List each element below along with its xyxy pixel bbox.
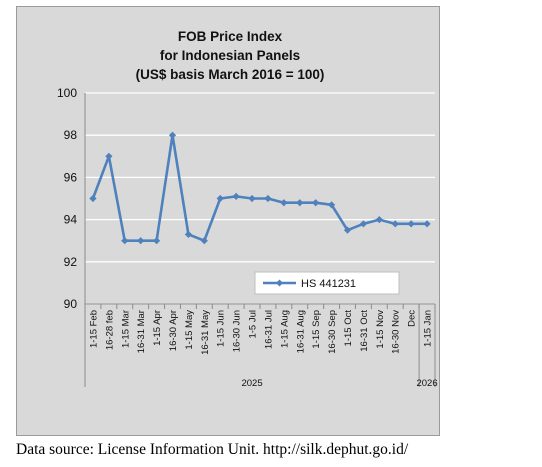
x-tick-label: 1-15 Mar [120, 310, 131, 348]
legend: HS 441231 [254, 271, 400, 295]
y-axis-tick-labels: 90 92 94 96 98 100 [57, 86, 77, 311]
year-label: 2025 [241, 378, 262, 389]
data-point [264, 194, 272, 203]
legend-box [254, 271, 400, 295]
data-point [168, 131, 177, 139]
year-label: 2026 [416, 378, 437, 389]
data-point [137, 237, 145, 245]
x-tick-label: 16-28 feb [104, 310, 115, 350]
x-axis-year-labels: 2025 2026 [241, 378, 437, 389]
y-tick-label: 94 [64, 213, 78, 227]
chart-title-line-2: for Indonesian Panels [160, 48, 300, 63]
data-point [152, 237, 161, 245]
x-tick-label: 1-15 Oct [343, 310, 354, 347]
data-point [184, 230, 193, 238]
data-point [105, 152, 113, 160]
data-point [248, 194, 256, 203]
x-tick-label: 16-30 Jun [232, 310, 243, 352]
x-tick-label: 1-15 Feb [88, 310, 99, 348]
data-point [327, 201, 336, 209]
x-tick-label: 1-15 Apr [152, 310, 163, 346]
chart-title-line-1: FOB Price Index [178, 29, 283, 44]
data-point [375, 216, 383, 224]
x-tick-label: 1-15 Jun [216, 310, 227, 347]
x-tick-label: 16-31 Mar [136, 310, 147, 353]
x-tick-label: Dec [407, 310, 418, 327]
data-source-note: Data source: License Information Unit. h… [16, 441, 409, 458]
data-point [343, 226, 352, 234]
x-axis-tick-labels: 1-15 Feb 16-28 feb 1-15 Mar 16-31 Mar 1-15 A… [88, 310, 433, 355]
data-point [296, 199, 304, 207]
axes [84, 93, 436, 387]
legend-label: HS 441231 [301, 278, 356, 290]
y-tick-label: 96 [64, 170, 78, 184]
data-point [312, 199, 320, 207]
x-tick-label: 1-15 May [184, 310, 195, 350]
x-tick-label: 1-5 Jul [248, 310, 259, 339]
chart-title: FOB Price Index for Indonesian Panels (U… [136, 29, 325, 82]
data-point [391, 220, 399, 228]
data-point [89, 194, 97, 203]
y-tick-label: 92 [64, 255, 78, 269]
x-tick-label: 16-31 Aug [295, 310, 306, 353]
data-point [280, 199, 288, 207]
x-tick-label: 16-30 Nov [391, 310, 402, 354]
x-tick-label: 16-30 Apr [168, 310, 179, 351]
data-point [216, 194, 224, 203]
data-point [423, 220, 431, 228]
data-point [121, 237, 129, 245]
series-line [91, 133, 428, 242]
line-chart: FOB Price Index for Indonesian Panels (U… [57, 29, 438, 389]
x-tick-label: 1-15 Nov [375, 310, 386, 349]
x-tick-label: 1-15 Jan [423, 310, 434, 347]
x-tick-label: 16-31 Oct [359, 310, 370, 352]
y-tick-label: 100 [57, 86, 77, 100]
x-tick-label: 16-31 May [200, 310, 211, 355]
series-hs-441231 [89, 131, 431, 245]
x-tick-label: 1-15 Sep [311, 310, 322, 349]
data-point [407, 220, 415, 228]
data-point [200, 237, 208, 245]
chart-title-line-3: (US$ basis March 2016 = 100) [136, 67, 325, 82]
x-tick-label: 16-31 Jul [263, 310, 274, 349]
data-point [359, 220, 368, 228]
x-tick-label: 1-15 Aug [279, 310, 290, 348]
y-tick-label: 90 [64, 297, 78, 311]
chart-frame: FOB Price Index for Indonesian Panels (U… [16, 6, 440, 436]
y-tick-label: 98 [64, 128, 78, 142]
legend-marker [276, 279, 283, 287]
x-tick-label: 16-30 Sep [327, 310, 338, 354]
data-point [232, 192, 240, 200]
